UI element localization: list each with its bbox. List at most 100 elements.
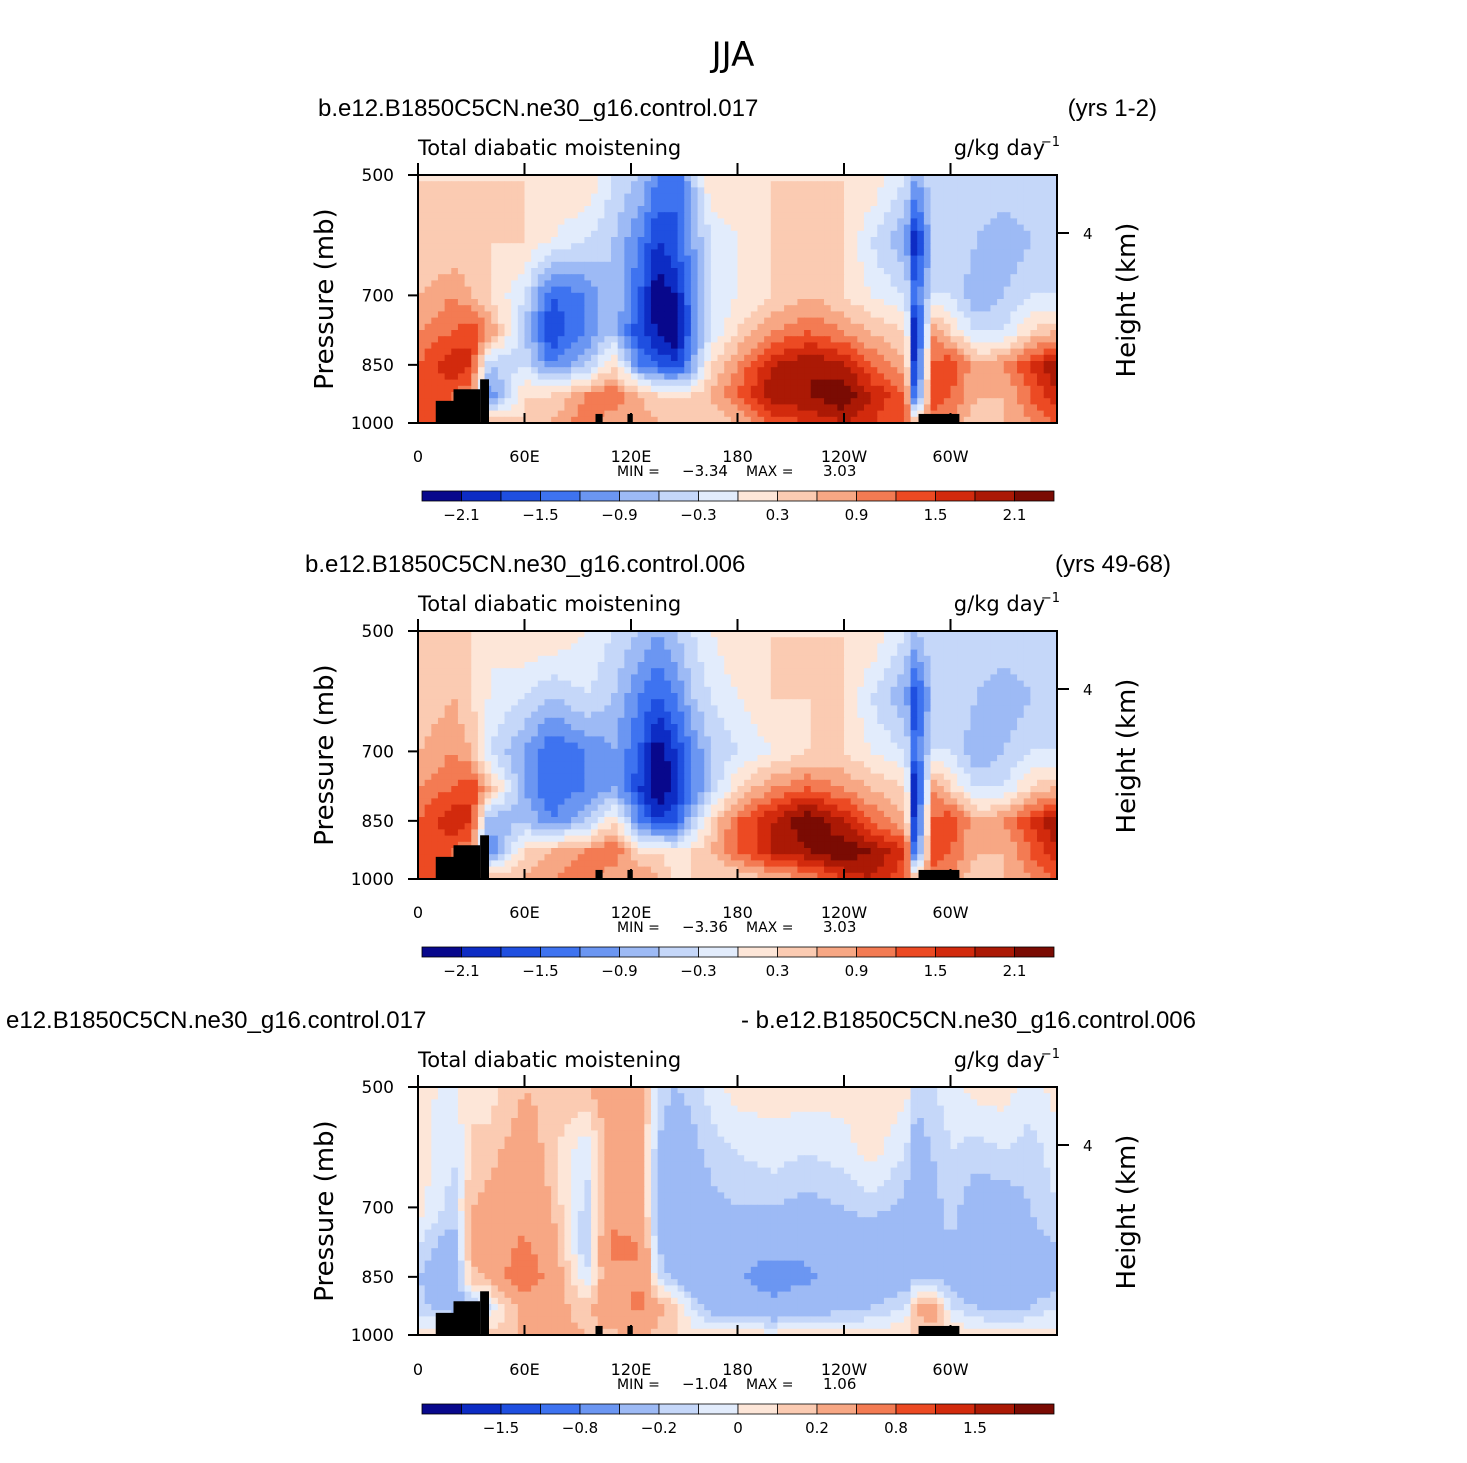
heatmap-cell	[604, 680, 612, 688]
heatmap-cell	[937, 286, 945, 294]
heatmap-cell	[923, 662, 932, 669]
heatmap-cell	[424, 361, 432, 368]
heatmap-cell	[650, 181, 659, 188]
heatmap-cell	[437, 686, 446, 694]
heatmap-cell	[770, 649, 779, 657]
heatmap-cell	[551, 398, 559, 405]
heatmap-cell	[697, 410, 705, 418]
heatmap-cell	[717, 686, 725, 694]
heatmap-cell	[937, 175, 945, 182]
heatmap-cell	[890, 336, 898, 343]
heatmap-cell	[431, 230, 439, 238]
heatmap-cell	[571, 643, 579, 651]
heatmap-cell	[504, 342, 512, 350]
heatmap-cell	[611, 354, 619, 362]
heatmap-cell	[890, 311, 898, 319]
heatmap-cell	[824, 175, 832, 182]
heatmap-cell	[424, 249, 432, 257]
heatmap-cell	[977, 680, 985, 688]
heatmap-cell	[1003, 193, 1012, 201]
heatmap-cell	[650, 206, 659, 213]
heatmap-cell	[957, 367, 965, 374]
heatmap-cell	[710, 668, 719, 675]
heatmap-cell	[670, 212, 679, 219]
heatmap-cell	[644, 175, 652, 182]
heatmap-cell	[1010, 416, 1018, 424]
heatmap-cell	[830, 674, 838, 682]
heatmap-cell	[957, 404, 965, 412]
heatmap-cell	[983, 193, 992, 201]
heatmap-cell	[504, 224, 512, 232]
heatmap-cell	[624, 286, 632, 294]
heatmap-cell	[977, 311, 985, 319]
heatmap-cell	[597, 224, 605, 232]
heatmap-cell	[897, 373, 905, 381]
heatmap-cell	[784, 398, 792, 405]
heatmap-cell	[844, 662, 852, 669]
heatmap-cell	[551, 305, 559, 312]
heatmap-cell	[611, 261, 619, 269]
heatmap-cell	[1043, 410, 1051, 418]
heatmap-cell	[437, 354, 446, 362]
heatmap-cell	[963, 416, 972, 424]
heatmap-cell	[424, 631, 432, 638]
heatmap-cell	[877, 237, 885, 244]
heatmap-cell	[730, 243, 739, 250]
heatmap-cell	[684, 631, 692, 638]
heatmap-cell	[704, 631, 712, 638]
heatmap-cell	[577, 693, 586, 700]
heatmap-cell	[1030, 224, 1038, 232]
heatmap-cell	[717, 342, 725, 350]
heatmap-cell	[883, 274, 892, 281]
heatmap-cell	[670, 193, 679, 201]
heatmap-cell	[557, 212, 566, 219]
heatmap-cell	[770, 680, 779, 688]
heatmap-cell	[1037, 410, 1045, 418]
heatmap-cell	[584, 323, 592, 331]
heatmap-cell	[664, 398, 672, 405]
heatmap-cell	[611, 693, 619, 700]
heatmap-cell	[551, 655, 559, 663]
heatmap-cell	[431, 317, 439, 325]
heatmap-cell	[1003, 354, 1012, 362]
heatmap-cell	[611, 649, 619, 657]
heatmap-cell	[584, 655, 592, 663]
heatmap-cell	[677, 237, 685, 244]
heatmap-cell	[504, 212, 512, 219]
heatmap-cell	[863, 361, 872, 368]
heatmap-cell	[983, 187, 992, 195]
heatmap-cell	[1023, 668, 1031, 675]
heatmap-cell	[524, 410, 532, 418]
heatmap-cell	[910, 230, 918, 238]
heatmap-cell	[557, 655, 566, 663]
heatmap-cell	[810, 261, 818, 269]
heatmap-cell	[617, 175, 625, 182]
heatmap-cell	[963, 175, 972, 182]
heatmap-cell	[1010, 249, 1018, 257]
heatmap-cell	[604, 367, 612, 374]
heatmap-cell	[817, 261, 825, 269]
heatmap-cell	[717, 224, 725, 232]
colorbar-swatch	[737, 490, 778, 502]
heatmap-cell	[1023, 379, 1031, 387]
heatmap-cell	[531, 249, 539, 257]
heatmap-cell	[464, 193, 472, 201]
heatmap-cell	[697, 637, 705, 644]
heatmap-cell	[990, 348, 998, 356]
heatmap-cell	[551, 674, 559, 682]
heatmap-cell	[724, 243, 732, 250]
heatmap-cell	[950, 404, 958, 412]
heatmap-cell	[717, 404, 725, 412]
heatmap-cell	[437, 268, 446, 275]
heatmap-cell	[1010, 255, 1018, 263]
heatmap-cell	[717, 274, 725, 281]
heatmap-cell	[611, 631, 619, 638]
heatmap-cell	[950, 323, 958, 331]
heatmap-cell	[950, 181, 958, 188]
heatmap-cell	[857, 404, 865, 412]
heatmap-cell	[591, 299, 599, 306]
heatmap-cell	[737, 286, 745, 294]
heatmap-cell	[983, 299, 992, 306]
heatmap-cell	[517, 212, 526, 219]
heatmap-cell	[717, 193, 725, 201]
